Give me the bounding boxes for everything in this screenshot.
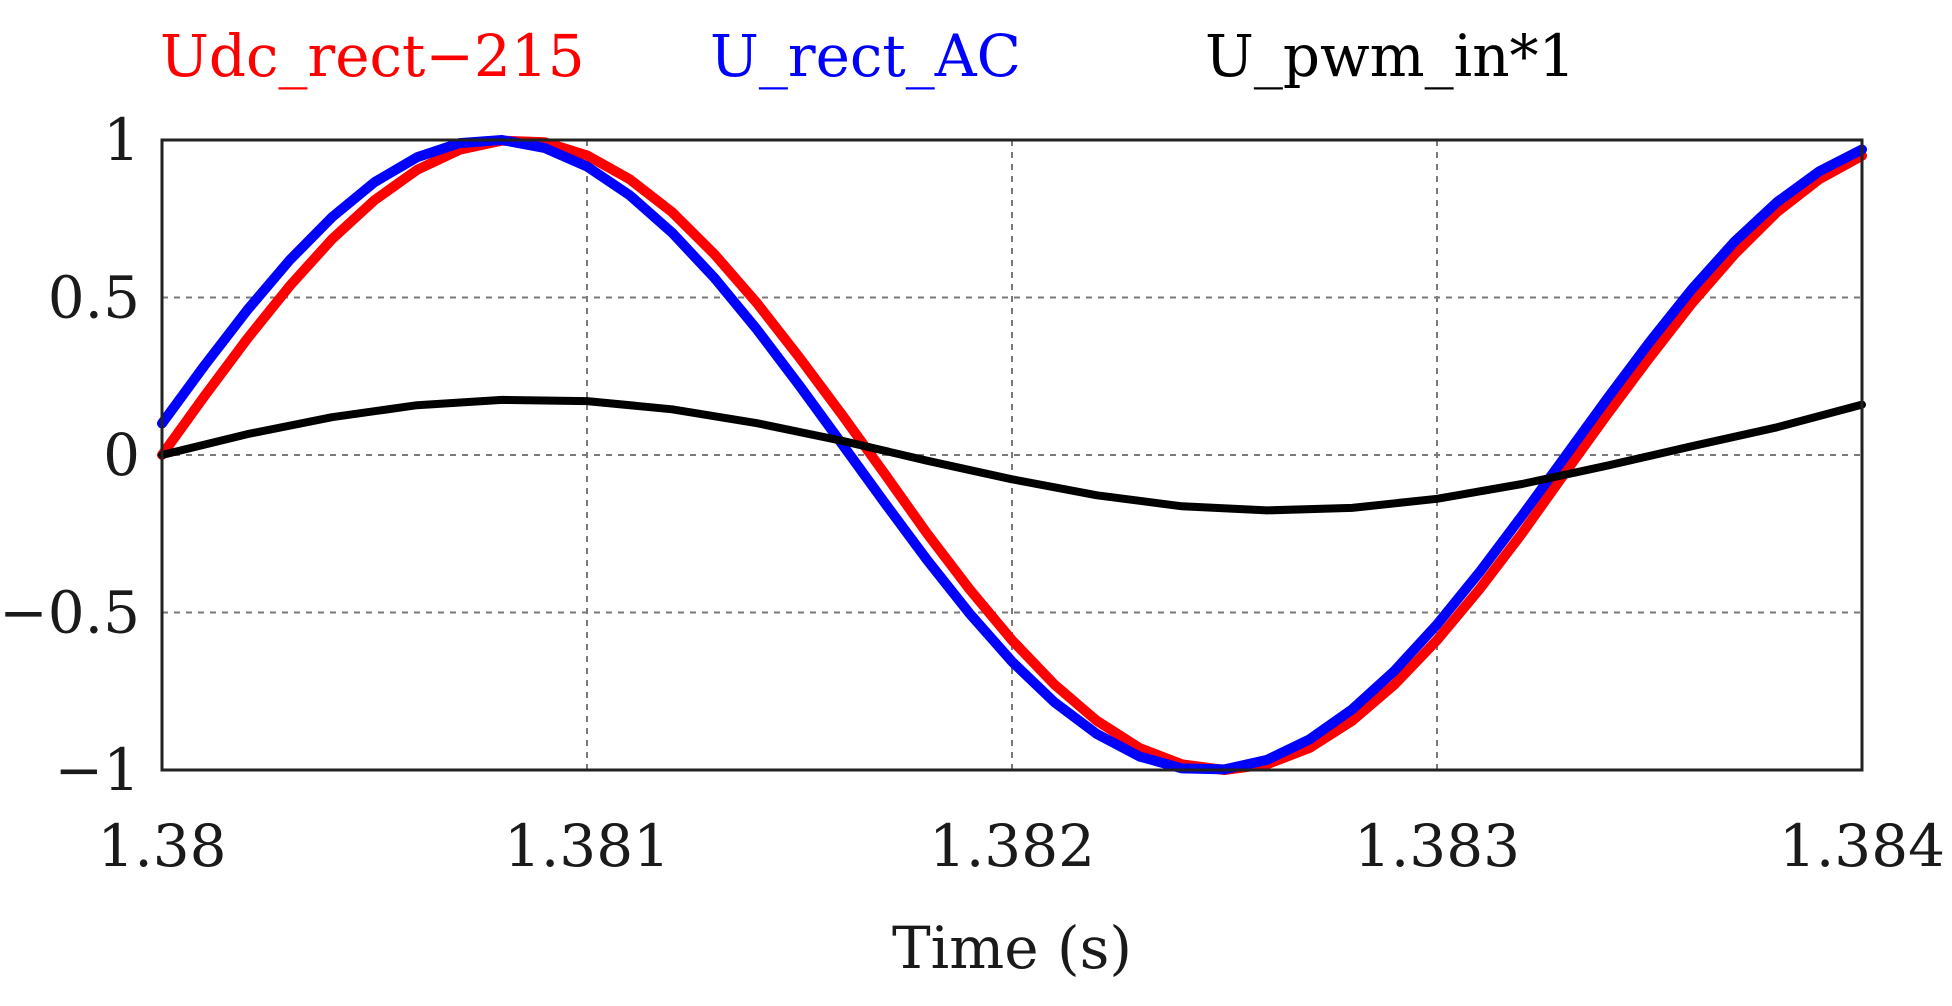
chart-legend: Udc_rect−215 U_rect_AC U_pwm_in*1 [160,22,1575,90]
y-tick-label: −0.5 [0,579,140,647]
x-tick-label: 1.384 [1779,812,1945,880]
y-tick-label: 0.5 [48,264,140,332]
series-line-3 [158,395,1866,515]
series-line-1 [157,135,1867,775]
y-tick-label: 1 [103,106,140,174]
series-line-2 [157,135,1867,775]
legend-entry: U_rect_AC [710,22,1021,90]
plot-frame [160,138,1864,772]
x-tick-label: 1.38 [97,812,226,880]
series-layer [157,135,1867,775]
x-axis-ticks: 1.38 1.381 1.382 1.383 1.384 [97,812,1945,880]
y-tick-label: −1 [55,736,141,804]
x-tick-label: 1.381 [504,812,670,880]
x-tick-label: 1.383 [1354,812,1520,880]
legend-entry: Udc_rect−215 [160,22,585,90]
y-axis-ticks: 1 0.5 0 −0.5 −1 [0,106,140,804]
x-tick-label: 1.382 [929,812,1095,880]
legend-entry: U_pwm_in*1 [1205,22,1575,90]
chart-grid [162,140,1862,770]
y-tick-label: 0 [103,421,140,489]
x-axis-label: Time (s) [892,914,1132,982]
